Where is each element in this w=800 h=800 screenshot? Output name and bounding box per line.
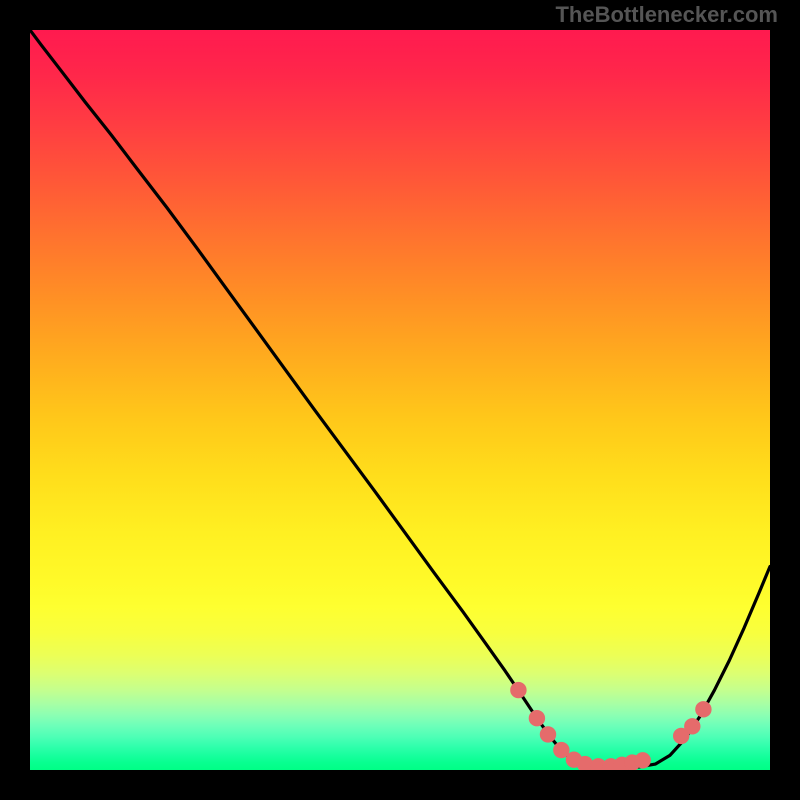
data-marker: [635, 752, 651, 768]
plot-area: [30, 30, 770, 770]
chart-container: TheBottlenecker.com: [0, 0, 800, 800]
data-marker: [510, 682, 526, 698]
data-marker: [695, 701, 711, 717]
data-marker: [529, 710, 545, 726]
watermark-label: TheBottlenecker.com: [555, 2, 778, 28]
data-marker: [684, 718, 700, 734]
gradient-background: [30, 30, 770, 770]
data-marker: [540, 726, 556, 742]
